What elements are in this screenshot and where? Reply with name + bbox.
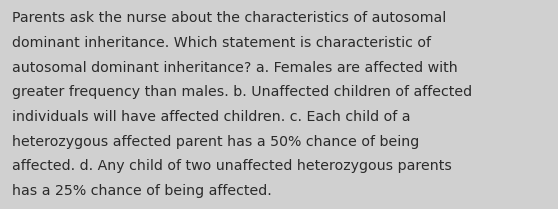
Text: autosomal dominant inheritance? a. Females are affected with: autosomal dominant inheritance? a. Femal… xyxy=(12,61,458,75)
Text: dominant inheritance. Which statement is characteristic of: dominant inheritance. Which statement is… xyxy=(12,36,431,50)
Text: greater frequency than males. b. Unaffected children of affected: greater frequency than males. b. Unaffec… xyxy=(12,85,473,99)
Text: Parents ask the nurse about the characteristics of autosomal: Parents ask the nurse about the characte… xyxy=(12,11,446,25)
Text: heterozygous affected parent has a 50% chance of being: heterozygous affected parent has a 50% c… xyxy=(12,135,420,149)
Text: individuals will have affected children. c. Each child of a: individuals will have affected children.… xyxy=(12,110,411,124)
Text: has a 25% chance of being affected.: has a 25% chance of being affected. xyxy=(12,184,272,198)
Text: affected. d. Any child of two unaffected heterozygous parents: affected. d. Any child of two unaffected… xyxy=(12,159,452,173)
